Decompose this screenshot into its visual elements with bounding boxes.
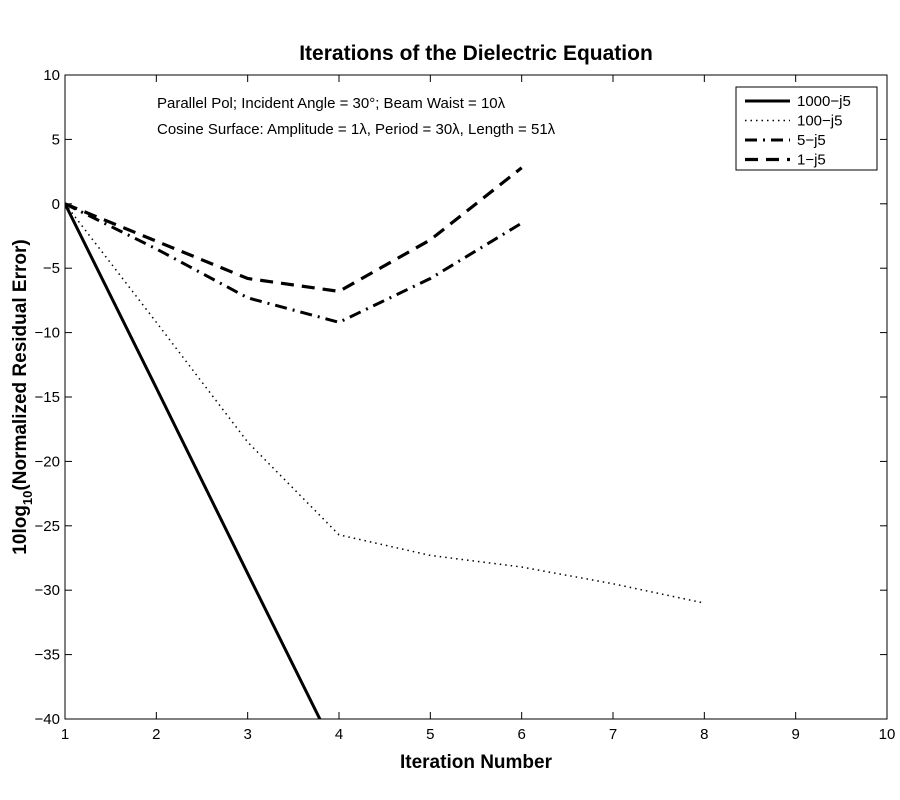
x-tick-label: 7 — [609, 726, 617, 743]
x-tick-label: 1 — [61, 726, 69, 743]
y-tick-label: −15 — [35, 389, 60, 406]
y-tick-label: 5 — [52, 131, 60, 148]
legend-label: 1−j5 — [797, 152, 826, 169]
legend-label: 5−j5 — [797, 132, 826, 149]
y-tick-label: −40 — [35, 711, 60, 728]
legend-label: 1000−j5 — [797, 93, 851, 110]
x-tick-label: 5 — [426, 726, 434, 743]
series-line-solid — [65, 203, 322, 719]
legend: 1000−j5 100−j5 5−j5 1−j5 — [735, 86, 878, 171]
annotation-line-2: Cosine Surface: Amplitude = 1λ, Period =… — [157, 121, 556, 138]
x-tick-label: 2 — [152, 726, 160, 743]
x-tick-label: 8 — [700, 726, 708, 743]
x-tick-label: 3 — [243, 726, 251, 743]
annotation-line-1: Parallel Pol; Incident Angle = 30°; Beam… — [157, 95, 506, 112]
y-tick-label: −20 — [35, 453, 60, 470]
y-axis-label: 10log10(Normalized Residual Error) — [10, 239, 35, 554]
y-tick-label: 0 — [52, 196, 60, 213]
series-line-dashdot — [65, 202, 523, 324]
y-tick-label: −25 — [35, 518, 60, 535]
x-axis-label: Iteration Number — [400, 752, 553, 773]
y-tick-label: −5 — [43, 260, 60, 277]
series-line-dotted — [65, 203, 705, 604]
chart-title: Iterations of the Dielectric Equation — [299, 42, 653, 65]
y-tick-label: −30 — [35, 582, 60, 599]
x-tick-label: 10 — [879, 726, 896, 743]
x-tick-label: 9 — [791, 726, 799, 743]
x-tick-label: 4 — [335, 726, 343, 743]
y-tick-label: −10 — [35, 325, 60, 342]
y-tick-label: −35 — [35, 647, 60, 664]
y-tick-label: 10 — [43, 67, 60, 84]
plot-frame — [64, 74, 888, 720]
series-line-dashed — [65, 166, 523, 294]
legend-label: 100−j5 — [797, 113, 842, 130]
x-tick-label: 6 — [517, 726, 525, 743]
